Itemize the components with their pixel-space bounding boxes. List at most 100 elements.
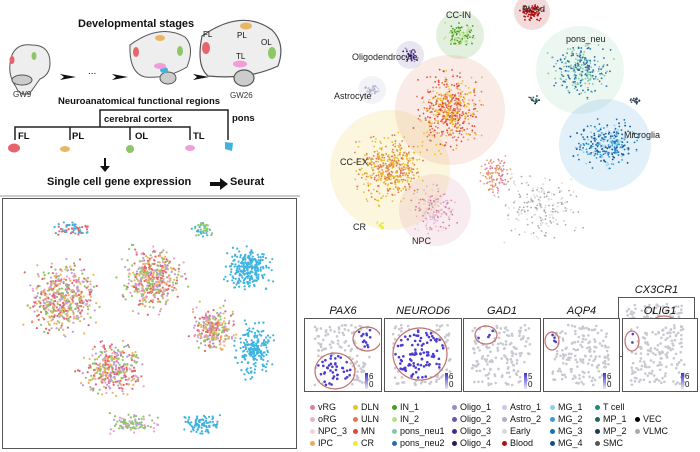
cell-point [450, 116, 452, 118]
cell-point [430, 132, 432, 134]
cell-point [88, 324, 90, 326]
cell-point [42, 305, 44, 307]
cell-point [500, 168, 502, 170]
cell-point [70, 303, 72, 305]
cell-point [48, 329, 50, 331]
cell-point [607, 163, 609, 165]
cell-point [115, 364, 117, 366]
cell-point [604, 136, 606, 138]
cell-point [508, 189, 510, 191]
cell-point [269, 261, 271, 263]
cell-point [391, 162, 393, 164]
cell-point [248, 275, 250, 277]
cell-point [437, 198, 439, 200]
cell-point [98, 306, 100, 308]
cell-point [243, 373, 245, 375]
cell-point [574, 230, 576, 232]
cell-point [256, 277, 258, 279]
cell-point [513, 180, 515, 182]
cell-point [572, 81, 574, 83]
cell-point [60, 278, 62, 280]
cell-point [434, 216, 436, 218]
cell-point [377, 155, 379, 157]
cell-point [135, 354, 137, 356]
cell-point [251, 339, 253, 341]
cell-point [428, 122, 430, 124]
cell-point [329, 343, 332, 346]
cell-point [373, 166, 375, 168]
cell-point [435, 222, 437, 224]
cell-point [375, 175, 377, 177]
cell-point [246, 264, 248, 266]
cell-point [391, 141, 393, 143]
cell-point [162, 275, 164, 277]
cell-point [261, 353, 263, 355]
cell-point [329, 326, 332, 329]
cell-point [214, 318, 216, 320]
feature-plot-title: PAX6 [304, 305, 382, 317]
cell-point [534, 207, 536, 209]
cell-point [429, 229, 431, 231]
cell-point [251, 264, 253, 266]
cell-point [152, 294, 154, 296]
cell-point [26, 305, 28, 307]
cell-point [425, 225, 427, 227]
cell-point [540, 223, 542, 225]
cell-point [490, 159, 492, 161]
pipeline-step: Single cell gene expression [47, 176, 191, 188]
cell-point [616, 133, 618, 135]
cell-point [440, 100, 442, 102]
cell-point [237, 280, 239, 282]
cell-point [582, 227, 584, 229]
cell-point [496, 172, 498, 174]
cell-point [195, 320, 197, 322]
cell-point [109, 364, 111, 366]
cell-point [597, 142, 599, 144]
cell-point [393, 163, 395, 165]
cell-point [172, 284, 174, 286]
cell-point [344, 324, 347, 327]
cell-point [455, 43, 457, 45]
cell-point [585, 45, 587, 47]
cell-point [378, 90, 380, 92]
cell-point [197, 224, 199, 226]
cell-point [438, 113, 440, 115]
cell-point [419, 119, 421, 121]
cell-point [627, 162, 629, 164]
cell-point [466, 128, 468, 130]
cell-point [567, 74, 569, 76]
cell-point [244, 255, 246, 257]
cell-point [362, 333, 365, 336]
cell-point [426, 136, 428, 138]
cell-point [136, 253, 138, 255]
cell-point [421, 145, 423, 147]
cell-point [135, 288, 137, 290]
cell-point [89, 293, 91, 295]
cell-point [453, 74, 455, 76]
cell-point [583, 51, 585, 53]
cell-point [166, 295, 168, 297]
cell-point [349, 369, 352, 372]
cell-point [83, 295, 85, 297]
cell-point [413, 193, 415, 195]
cell-point [137, 357, 139, 359]
cell-point [130, 429, 132, 431]
cell-point [374, 151, 376, 153]
cell-point [36, 264, 38, 266]
cell-point [587, 71, 589, 73]
cell-point [372, 140, 374, 142]
cell-point [203, 425, 205, 427]
cell-point [153, 269, 155, 271]
cell-point [450, 107, 452, 109]
cell-point [201, 316, 203, 318]
cell-point [587, 44, 589, 46]
cell-point [234, 263, 236, 265]
cell-point [110, 378, 112, 380]
cell-point [174, 273, 176, 275]
cell-point [105, 368, 107, 370]
cell-point [109, 432, 111, 434]
cell-point [120, 425, 122, 427]
cell-point [584, 59, 586, 61]
cell-point [84, 285, 86, 287]
cell-point [336, 335, 339, 338]
